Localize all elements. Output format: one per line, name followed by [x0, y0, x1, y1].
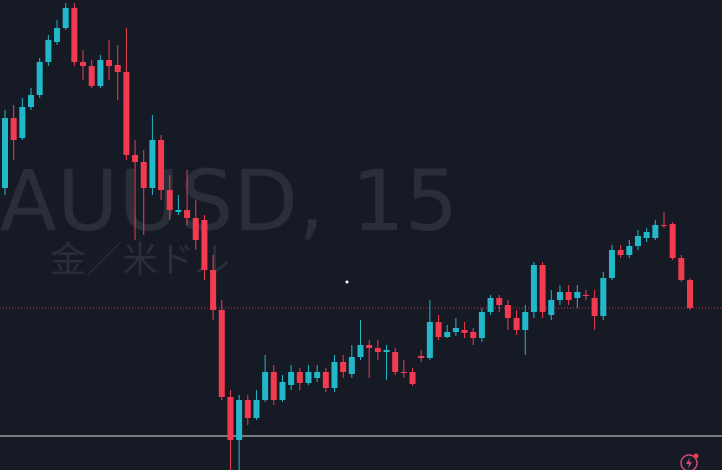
candle-body: [600, 278, 607, 316]
candle-body: [678, 258, 685, 280]
candle-body: [426, 322, 433, 358]
candle-body: [548, 300, 555, 315]
candle-body: [591, 298, 598, 316]
plot: [2, 3, 693, 470]
candle-body: [539, 265, 546, 312]
candle-body: [54, 28, 61, 42]
candle-body: [114, 65, 121, 72]
watermark-subtitle: 金／米ドル: [50, 240, 230, 281]
candle-body: [574, 292, 581, 298]
candle-body: [522, 312, 529, 330]
candle-body: [71, 8, 78, 62]
candle-body: [392, 352, 399, 372]
candle-body: [80, 62, 87, 66]
candle-body: [478, 312, 485, 338]
candle-body: [314, 372, 321, 378]
candle-body: [36, 62, 43, 95]
alert-icon[interactable]: [680, 453, 699, 470]
candle-body: [253, 400, 260, 418]
candle-body: [556, 292, 563, 300]
candle-body: [166, 190, 173, 210]
candle-body: [97, 60, 104, 86]
candle-body: [210, 270, 217, 310]
candle-body: [244, 400, 251, 418]
candle-body: [322, 372, 329, 388]
candle-body: [279, 382, 286, 400]
candle-body: [218, 310, 225, 397]
candle-body: [513, 318, 520, 330]
candle-body: [140, 162, 147, 188]
candle-body: [487, 298, 494, 312]
candle-body: [270, 372, 277, 400]
candle-body: [184, 210, 191, 218]
candle-body: [45, 40, 52, 62]
candle-body: [357, 345, 364, 357]
candle-body: [340, 362, 347, 372]
candle-body: [305, 372, 312, 383]
candle-body: [452, 328, 459, 332]
candle-body: [132, 155, 139, 162]
candle-body: [634, 236, 641, 246]
candle-body: [28, 95, 35, 107]
candle-body: [504, 305, 511, 318]
candle-body: [435, 322, 442, 337]
candle-body: [461, 330, 468, 333]
candle-body: [149, 140, 156, 188]
candle-body: [496, 298, 503, 305]
candle-body: [470, 332, 477, 338]
candle-body: [227, 397, 234, 440]
candle-body: [158, 140, 165, 190]
candle-body: [201, 220, 208, 270]
candle-body: [2, 118, 8, 188]
candle-body: [608, 250, 615, 278]
candle-body: [288, 372, 295, 385]
watermark: XAUUSD, 15: [0, 152, 458, 250]
candle-body: [19, 107, 26, 138]
candle-body: [236, 400, 243, 440]
candle-body: [175, 210, 182, 212]
candle-body: [10, 118, 17, 140]
candle-body: [374, 348, 381, 352]
candle-body: [652, 225, 659, 238]
candle-body: [530, 265, 537, 312]
candle-body: [643, 232, 650, 238]
candle-body: [400, 372, 407, 373]
candle-body: [617, 250, 624, 255]
candle-body: [409, 372, 416, 384]
candle-body: [192, 218, 199, 240]
candle-body: [296, 372, 303, 383]
candle-body: [669, 224, 676, 258]
cursor-dot: [345, 280, 349, 284]
candle-body: [582, 295, 589, 296]
candle-body: [687, 280, 693, 308]
candle-body: [331, 362, 338, 388]
candle-body: [348, 357, 355, 374]
candle-body: [366, 345, 373, 348]
candle-body: [106, 60, 113, 66]
candle-body: [626, 246, 633, 255]
candle-body: [88, 66, 95, 86]
candle-body: [418, 356, 425, 358]
candle-body: [123, 72, 130, 155]
candle-body: [262, 372, 269, 400]
candle-body: [383, 350, 390, 352]
candle-body: [660, 225, 667, 226]
candle-body: [62, 8, 69, 28]
candle-body: [565, 292, 572, 300]
candle-body: [444, 332, 451, 337]
